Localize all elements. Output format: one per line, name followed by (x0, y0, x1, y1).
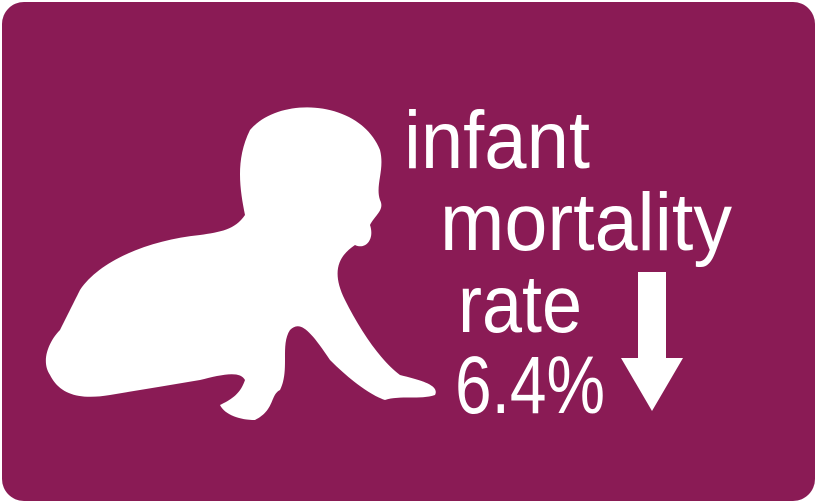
down-arrow (621, 272, 683, 411)
baby-silhouette (45, 107, 436, 421)
headline-stat: 6.4% (455, 340, 605, 431)
headline-line: rate (458, 259, 582, 350)
headline-line: mortality (440, 177, 732, 268)
headline-line: infant (404, 95, 590, 186)
